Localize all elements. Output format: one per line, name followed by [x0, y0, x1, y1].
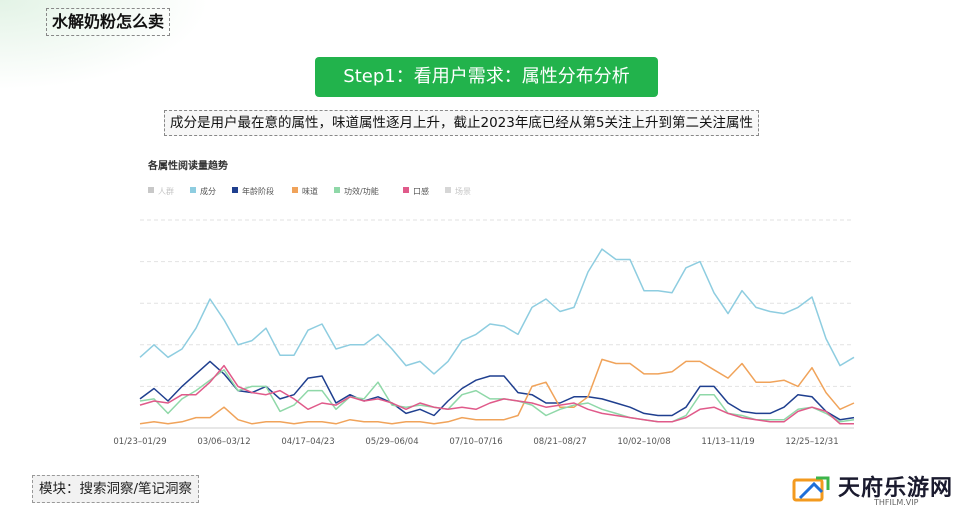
legend-label: 成分: [200, 186, 216, 196]
series-line-4[interactable]: [139, 369, 855, 423]
series-line-5[interactable]: [139, 364, 854, 425]
legend-swatch: [334, 187, 340, 193]
legend-label: 人群: [158, 186, 174, 196]
brand-subtitle: THFILM.VIP: [874, 498, 919, 507]
step-banner: Step1：看用户需求：属性分布分析: [315, 57, 658, 97]
legend-label: 场景: [455, 187, 471, 196]
x-tick-label: 08/21–08/27: [533, 437, 586, 447]
brand-watermark: 天府乐游网 THFILM.VIP: [776, 464, 974, 514]
x-tick-label: 01/23–01/29: [113, 437, 166, 447]
x-axis-tick-labels: 01/23–01/29 03/06–03/12 04/17–04/23 05/29–0…: [113, 437, 838, 447]
legend-label: 口感: [413, 186, 429, 196]
legend-item-0[interactable]: 人群: [148, 186, 174, 196]
legend-item-5[interactable]: 口感: [403, 186, 429, 196]
line-chart: 各属性阅读量趋势 人群 成分 年龄阶段 味道 功效/功能 口感 场景 01/23–01/29…: [113, 159, 855, 447]
x-tick-label: 10/02–10/08: [617, 437, 670, 447]
x-tick-label: 11/13–11/19: [701, 437, 754, 447]
x-tick-label: 05/29–06/04: [365, 437, 418, 447]
legend-swatch: [445, 187, 451, 193]
chart-series-lines: [139, 248, 855, 425]
brand-logo-icon: [792, 476, 830, 502]
legend-item-6[interactable]: 场景: [445, 187, 471, 196]
legend-swatch: [232, 187, 238, 193]
chart-card: 各属性阅读量趋势 人群 成分 年龄阶段 味道 功效/功能 口感 场景 01/23–01/29…: [108, 150, 864, 454]
legend-item-2[interactable]: 年龄阶段: [232, 186, 274, 196]
legend-item-3[interactable]: 味道: [292, 186, 318, 196]
corner-decoration: [0, 0, 210, 90]
legend-swatch: [403, 187, 409, 193]
x-tick-label: 12/25–12/31: [785, 437, 838, 447]
legend-item-1[interactable]: 成分: [190, 186, 216, 196]
x-tick-label: 07/10–07/16: [449, 437, 502, 447]
chart-legend: 人群 成分 年龄阶段 味道 功效/功能 口感 场景: [148, 186, 471, 196]
series-line-2[interactable]: [139, 360, 855, 421]
legend-item-4[interactable]: 功效/功能: [334, 186, 379, 196]
legend-label: 年龄阶段: [242, 186, 274, 196]
legend-label: 功效/功能: [344, 186, 379, 196]
series-line-3[interactable]: [139, 358, 855, 425]
legend-swatch: [148, 187, 154, 193]
chart-gridlines: [140, 219, 854, 429]
legend-label: 味道: [302, 186, 318, 196]
module-note: 模块：搜索洞察/笔记洞察: [32, 475, 200, 503]
page-title: 水解奶粉怎么卖: [46, 8, 171, 36]
x-tick-label: 04/17–04/23: [281, 437, 334, 447]
x-tick-label: 03/06–03/12: [197, 437, 250, 447]
series-line-1[interactable]: [139, 248, 855, 375]
legend-swatch: [190, 187, 196, 193]
subtitle-note: 成分是用户最在意的属性，味道属性逐月上升，截止2023年底已经从第5关注上升到第…: [164, 110, 759, 136]
legend-swatch: [292, 187, 298, 193]
brand-name: 天府乐游网: [838, 476, 954, 501]
chart-title: 各属性阅读量趋势: [147, 159, 228, 172]
